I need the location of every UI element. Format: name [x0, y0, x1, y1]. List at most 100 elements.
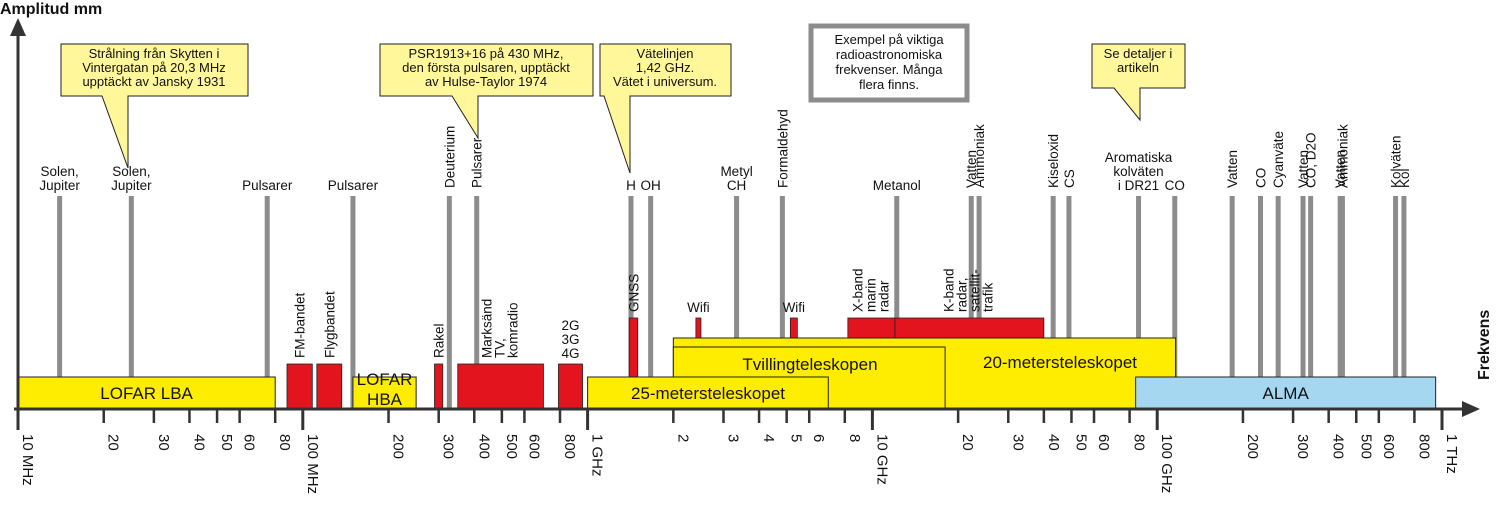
- band-label-group: Rakel: [432, 323, 447, 358]
- band-label: K-band: [941, 268, 956, 312]
- telescope-bar: [352, 376, 417, 410]
- x-tick-label-group: 60: [1095, 434, 1112, 451]
- spectral-label-group: Deuterium: [442, 126, 457, 188]
- y-axis-label: Amplitud mm: [0, 1, 102, 18]
- band-label: marin: [863, 278, 878, 312]
- x-tick-label: 1 GHz: [589, 434, 606, 477]
- band-bar: [457, 363, 544, 410]
- spectral-label: CH: [727, 178, 747, 193]
- x-tick-label: 60: [241, 434, 258, 451]
- band-label: GNSS: [626, 274, 641, 312]
- x-tick-label: 20: [959, 434, 976, 451]
- x-tick-label-group: 6: [810, 434, 827, 442]
- x-tick-label-group: 2: [674, 434, 691, 442]
- band-label: Wifi: [687, 300, 710, 315]
- callout-text: artikeln: [1117, 60, 1159, 75]
- x-tick-label-group: 20: [959, 434, 976, 451]
- x-tick-label-group: 10 GHz: [873, 434, 890, 485]
- x-tick-label-group: 20: [105, 434, 122, 451]
- x-tick-label: 400: [1330, 434, 1347, 459]
- x-tick-label: 100 MHz: [304, 434, 321, 494]
- x-tick-label: 1 THz: [1443, 434, 1460, 474]
- spectral-label: Kiseloxid: [1046, 134, 1061, 188]
- spectral-label: Kolväten: [1389, 135, 1404, 188]
- x-tick-label: 10 MHz: [19, 434, 36, 486]
- band-label: Flygbandet: [322, 291, 337, 358]
- band-label: trafik: [980, 282, 995, 312]
- x-tick-label: 20: [105, 434, 122, 451]
- x-tick-label: 2: [674, 434, 691, 442]
- x-tick-label-group: 40: [1045, 434, 1062, 451]
- band-label: 2G: [561, 318, 579, 333]
- telescope-label: 20-metersteleskopet: [983, 353, 1137, 372]
- spectral-label-group: Vatten: [964, 150, 979, 188]
- spectral-label: CO: [1165, 178, 1185, 193]
- x-tick-label: 50: [218, 434, 235, 451]
- callout-box: [379, 43, 594, 140]
- spectral-label: Metanol: [873, 178, 921, 193]
- info-box-text: radioastronomiska: [836, 47, 943, 62]
- spectral-label: Vatten: [1225, 150, 1240, 188]
- callout-text: Vätet i universum.: [613, 74, 717, 89]
- x-tick-label-group: 300: [1294, 434, 1311, 459]
- spectral-label: CS: [1062, 169, 1077, 188]
- spectral-label: CO, D2O: [1304, 132, 1319, 188]
- x-tick-label: 4: [760, 434, 777, 442]
- spectral-label: kolväten: [1113, 164, 1163, 179]
- x-tick-label-group: 100 GHz: [1158, 434, 1175, 493]
- x-tick-label: 5: [788, 434, 805, 442]
- spectral-label: H: [626, 178, 636, 193]
- x-tick-label-group: 50: [1072, 434, 1089, 451]
- spectral-label-group: Vatten: [1225, 150, 1240, 188]
- band-label-group: FM-bandet: [293, 292, 308, 358]
- x-tick-label-group: 8: [846, 434, 863, 442]
- info-box-text: frekvenser. Många: [836, 62, 944, 77]
- x-tick-label-group: 400: [475, 434, 492, 459]
- callout-text: Se detaljer i: [1104, 46, 1173, 61]
- spectral-label: Pulsarer: [470, 137, 485, 188]
- telescope-bar: [587, 376, 829, 410]
- spectral-label: Solen,: [112, 164, 150, 179]
- telescope-label: HBA: [367, 390, 403, 409]
- spectral-label-group: Ammoniak: [1335, 124, 1350, 188]
- callout-text: Strålning från Skytten i: [89, 46, 220, 61]
- spectral-label-group: CO: [1254, 168, 1269, 188]
- spectral-label: Formaldehyd: [775, 109, 790, 188]
- x-tick-label: 40: [190, 434, 207, 451]
- telescope-label: Tvillingteleskopen: [742, 355, 877, 374]
- x-tick-label-group: 800: [1415, 434, 1432, 459]
- x-tick-label-group: 200: [390, 434, 407, 459]
- x-tick-label: 500: [503, 434, 520, 459]
- x-tick-label: 50: [1072, 434, 1089, 451]
- spectral-label: CO: [1254, 168, 1269, 188]
- x-tick-label: 40: [1045, 434, 1062, 451]
- x-axis-label: Frekvens: [1476, 310, 1493, 380]
- spectral-label: Vatten: [964, 150, 979, 188]
- band-bar: [558, 363, 583, 410]
- band-label: Rakel: [432, 323, 447, 358]
- info-box-text: flera finns.: [859, 77, 919, 92]
- spectral-label: Pulsarer: [328, 178, 379, 193]
- x-tick-label: 300: [1294, 434, 1311, 459]
- x-ticks-layer: 10 MHz 20 30 40 50 60 80 100 MHz 200 300 400 500 600…: [16, 409, 1460, 494]
- x-tick-label-group: 500: [1357, 434, 1374, 459]
- band-label: 3G: [561, 332, 579, 347]
- x-tick-label: 60: [1095, 434, 1112, 451]
- x-tick-label-group: 60: [241, 434, 258, 451]
- x-tick-label-group: 80: [276, 434, 293, 451]
- x-tick-label: 400: [475, 434, 492, 459]
- telescope-label: LOFAR LBA: [100, 384, 193, 403]
- axes-layer: Amplitud mm Frekvens: [0, 1, 1493, 417]
- x-tick-label-group: 80: [1131, 434, 1148, 451]
- x-tick-label-group: 1 GHz: [589, 434, 606, 477]
- band-label: satellit-: [967, 269, 982, 312]
- telescope-bar: [1135, 376, 1437, 410]
- spectral-label-group: Pulsarer: [470, 137, 485, 188]
- callout-box: [599, 43, 732, 174]
- spectral-label: Solen,: [40, 164, 78, 179]
- x-tick-label-group: 10 MHz: [19, 434, 36, 486]
